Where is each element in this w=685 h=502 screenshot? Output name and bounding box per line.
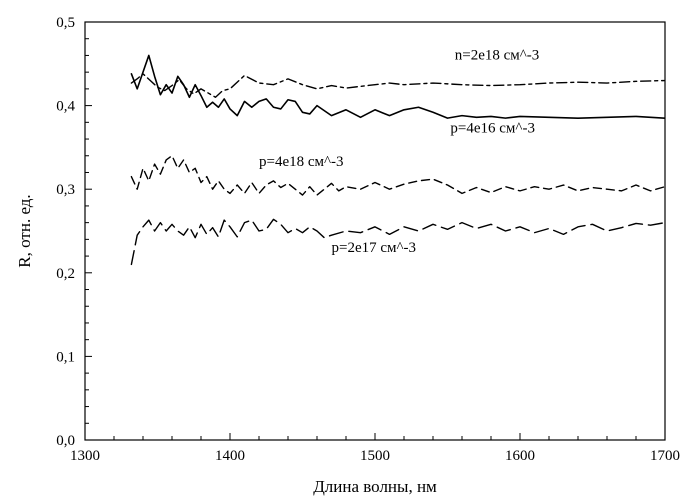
- y-tick-label: 0,5: [56, 15, 75, 31]
- series-label: p=4e16 см^-3: [450, 120, 535, 136]
- y-tick-label: 0,4: [56, 99, 75, 115]
- x-tick-label: 1400: [215, 448, 245, 464]
- y-tick-label: 0,0: [56, 433, 75, 449]
- x-axis-label: Длина волны, нм: [313, 477, 437, 496]
- y-tick-label: 0,1: [56, 349, 75, 365]
- y-tick-label: 0,3: [56, 182, 75, 198]
- series-label: p=4e18 см^-3: [259, 154, 344, 170]
- y-tick-label: 0,2: [56, 266, 75, 282]
- line-chart: 1300 1400 1500 1600 1700 Длина волны, нм 0,0 0,…: [0, 0, 685, 502]
- x-tick-label: 1500: [360, 448, 390, 464]
- x-tick-label: 1600: [505, 448, 535, 464]
- x-tick-label: 1300: [70, 448, 100, 464]
- chart-container: 1300 1400 1500 1600 1700 Длина волны, нм 0,0 0,…: [0, 0, 685, 502]
- series-label: p=2e17 см^-3: [332, 240, 417, 256]
- y-axis-label: R, отн. ед.: [15, 194, 34, 267]
- series-label: n=2e18 см^-3: [455, 48, 540, 64]
- x-tick-label: 1700: [650, 448, 680, 464]
